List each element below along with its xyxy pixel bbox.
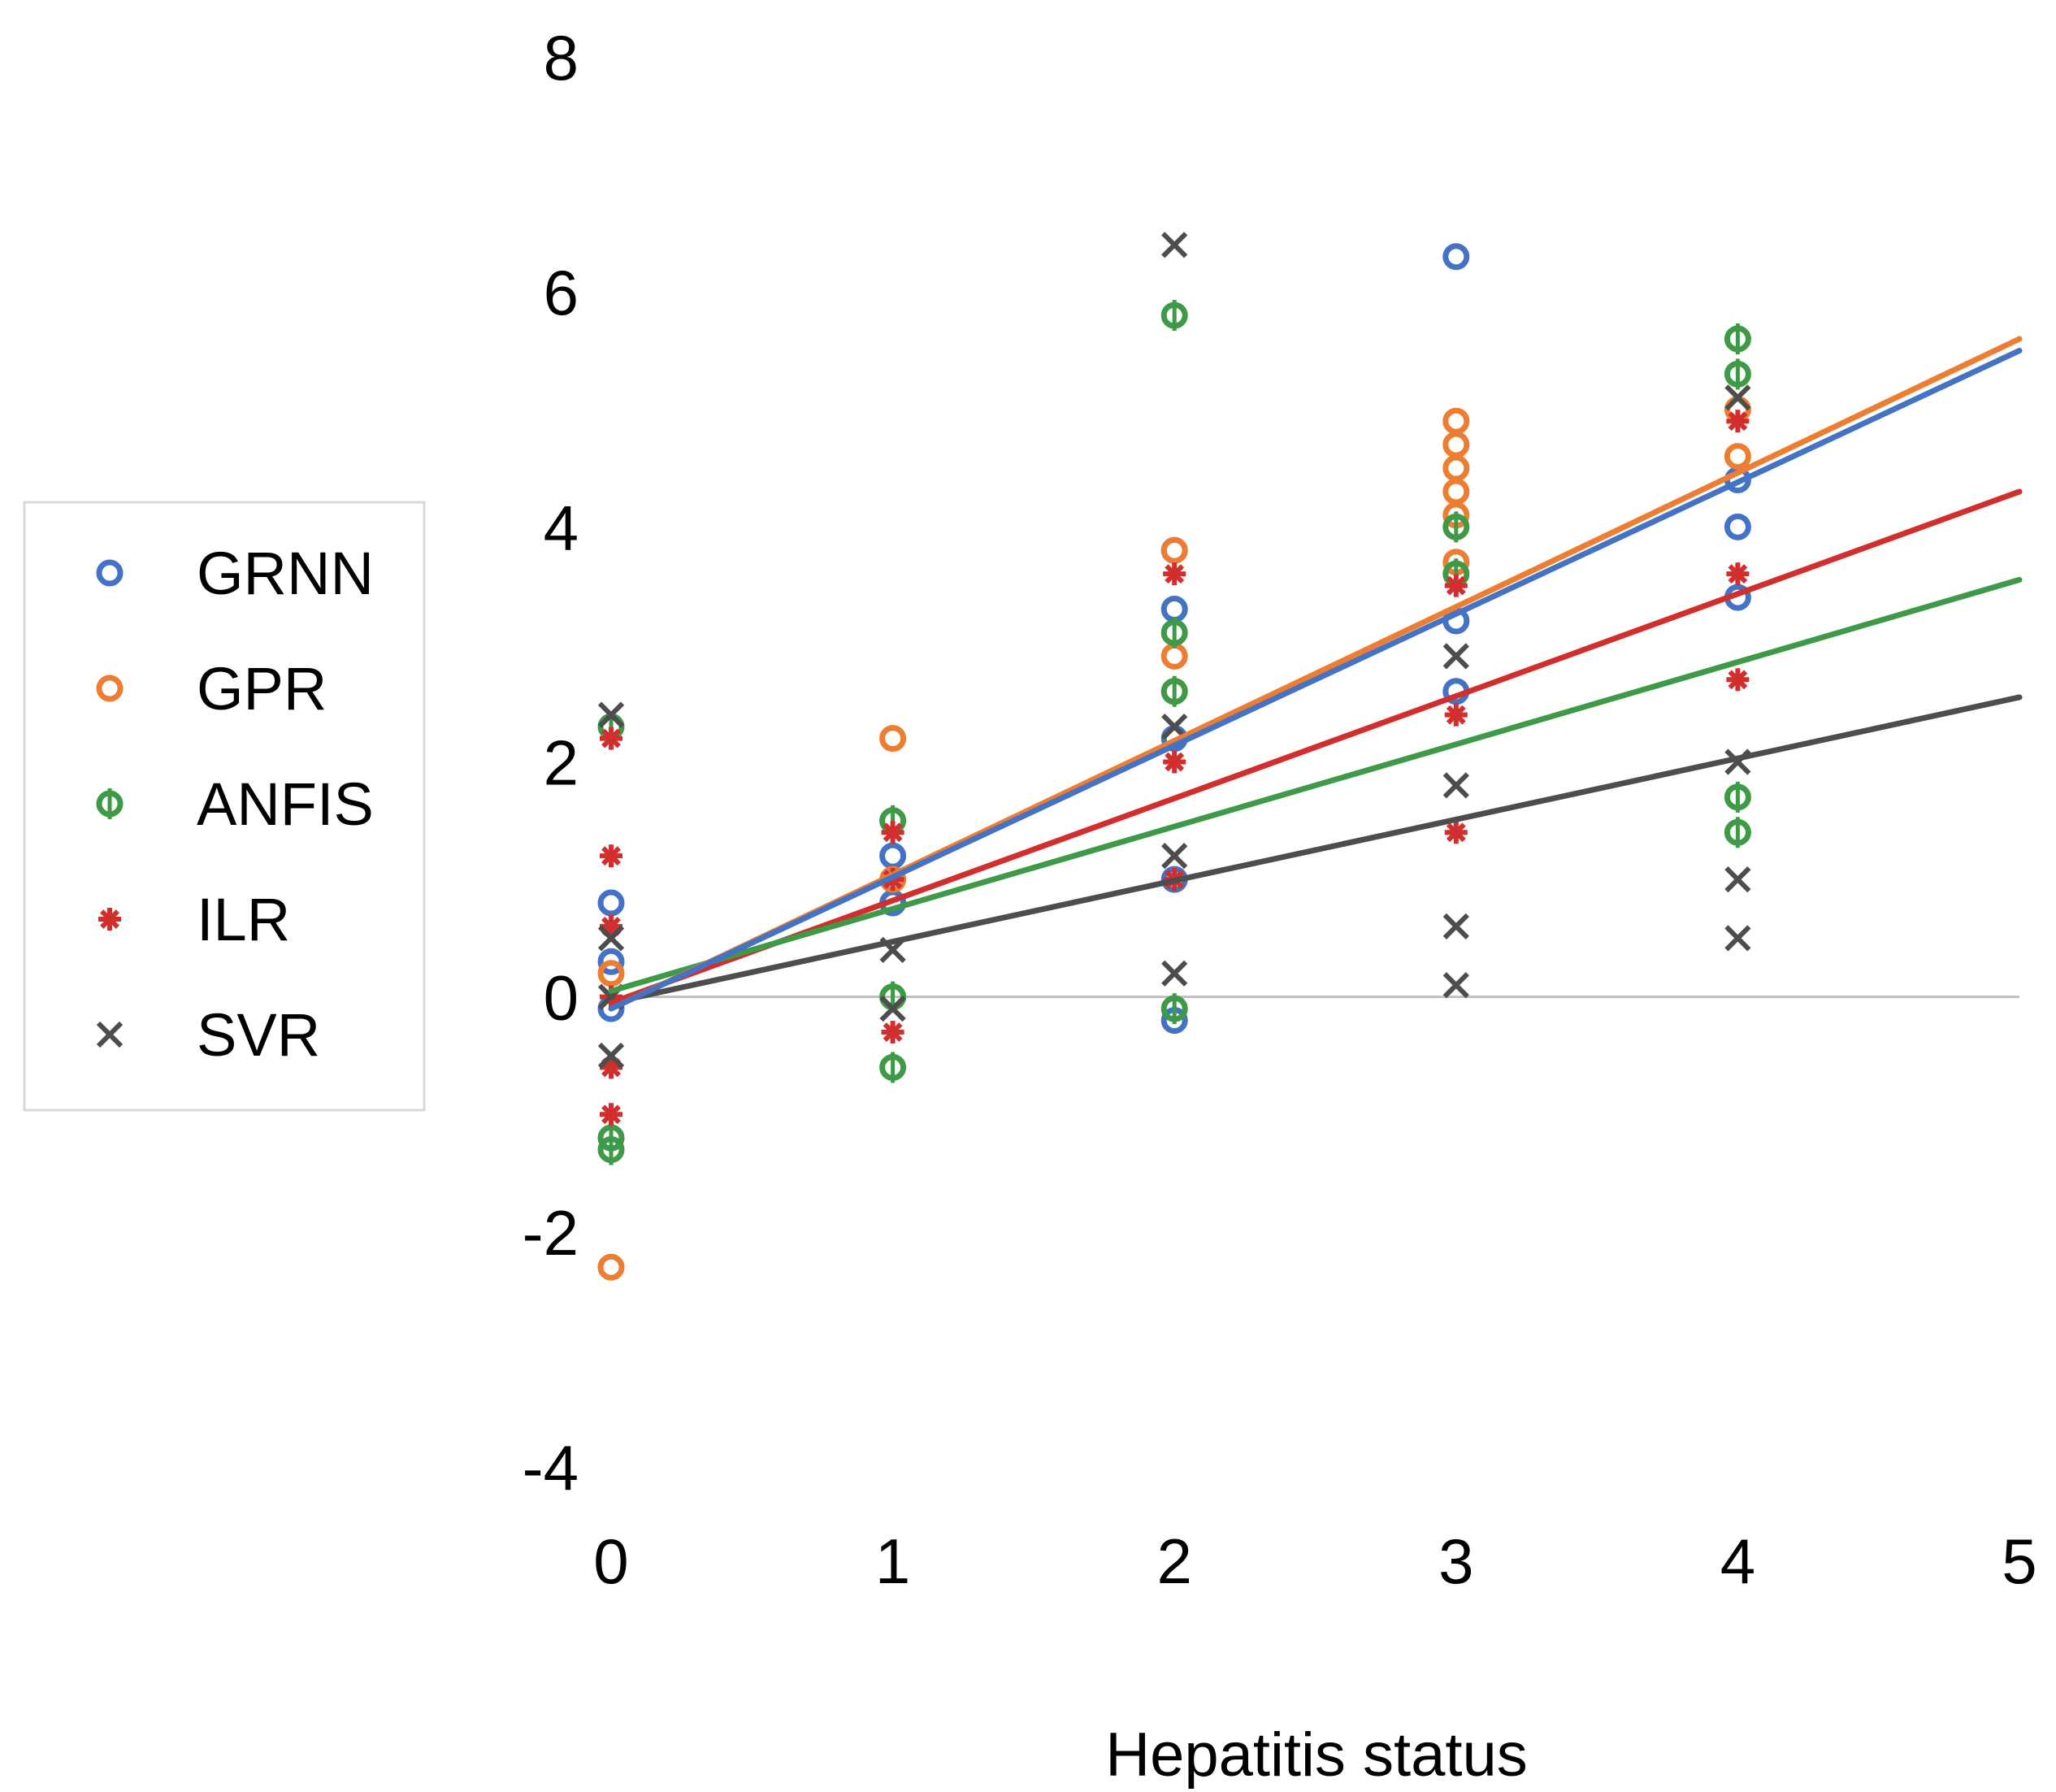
data-point-svr [1161,960,1188,987]
legend-label: SVR [197,1001,320,1069]
data-point-svr [597,925,625,952]
trendline-anfis [608,576,2023,994]
legend-marker-gpr [96,675,124,702]
data-point-grnn [597,889,625,917]
trendline-svr [608,694,2023,1006]
legend: GRNN GPR ANFIS ILR SVR [23,501,426,1112]
legend-marker-anfis [96,788,124,819]
data-point-anfis [1160,993,1188,1025]
data-point-ilr [1163,562,1186,586]
legend-box [23,501,426,1112]
legend-item-svr: SVR [96,1001,320,1069]
data-point-anfis [1160,617,1188,649]
x-axis-title: Hepatitis status [1105,1720,1528,1790]
legend-marker-grnn [96,559,124,587]
data-point-ilr [881,821,904,844]
data-point-svr [1442,772,1469,799]
data-point-svr [597,701,625,728]
x-tick-label: 5 [2002,1525,2036,1597]
data-point-grnn [1160,596,1188,623]
data-point-ilr [600,914,622,938]
y-tick-label: 2 [544,727,579,799]
y-tick-label: 6 [544,257,579,328]
data-point-ilr [600,727,622,750]
x-tick-label: 0 [593,1525,628,1597]
data-point-svr [1724,925,1751,952]
data-point-ilr [1726,562,1750,586]
data-point-svr [1161,232,1188,258]
legend-item-gpr: GPR [96,655,327,722]
legend-label: ILR [197,886,290,953]
y-tick-label: 8 [544,22,579,93]
legend-item-ilr: ILR [98,886,290,953]
data-point-anfis [597,1134,625,1165]
legend-marker-ilr [98,908,121,931]
trendline-layer [608,336,2023,1012]
data-point-ilr [1726,410,1750,433]
data-point-anfis [1724,323,1751,354]
legend-label: GRNN [197,540,374,607]
data-point-svr [1724,384,1751,411]
legend-label: ANFIS [197,770,374,838]
data-point-grnn [1724,513,1751,540]
data-point-anfis [1724,817,1751,848]
data-point-grnn [879,842,907,870]
data-point-anfis [1160,675,1188,707]
data-point-ilr [600,1056,622,1079]
data-point-ilr [1444,574,1468,597]
data-point-gpr [1442,407,1470,435]
x-tick-label: 4 [1720,1525,1755,1597]
data-point-ilr [1726,668,1750,692]
data-points-layer [597,232,1751,1281]
data-point-svr [1161,843,1188,870]
y-tick-label: -4 [523,1432,579,1503]
y-tick-label: 0 [544,962,579,1034]
trendline-ilr [608,488,2023,1006]
data-point-gpr [1160,536,1188,564]
data-point-grnn [597,948,625,975]
legend-label: GPR [197,655,327,722]
data-point-gpr [1442,454,1470,482]
legend-marker-svr [96,1021,124,1048]
data-point-gpr [1442,431,1470,458]
legend-items: GRNN GPR ANFIS ILR SVR [96,540,374,1069]
data-point-ilr [1444,821,1468,844]
data-point-ilr [881,1021,904,1044]
trendline-grnn [608,347,2023,1012]
data-point-gpr [1160,642,1188,670]
data-point-anfis [1160,300,1188,332]
data-point-svr [1724,866,1751,893]
data-point-svr [1442,972,1469,999]
x-tick-label: 3 [1438,1525,1473,1597]
data-point-svr [1442,643,1469,670]
data-point-grnn [1442,243,1470,271]
y-tick-label: -2 [523,1197,579,1269]
data-point-gpr [1442,478,1470,505]
data-point-anfis [879,1052,907,1083]
x-tick-labels: 0 1 2 3 4 5 [593,1525,2036,1597]
data-point-ilr [1444,703,1468,727]
legend-item-grnn: GRNN [96,540,374,607]
y-tick-label: 4 [544,492,579,563]
data-point-anfis [1442,511,1470,543]
data-point-gpr [879,725,907,753]
x-tick-label: 1 [875,1525,910,1597]
data-point-svr [1442,913,1469,940]
data-point-anfis [1724,781,1751,813]
data-point-gpr [597,960,625,987]
legend-item-anfis: ANFIS [96,770,374,838]
y-tick-labels: 8 6 4 2 0 -2 -4 [523,22,579,1503]
data-point-ilr [1163,750,1186,774]
data-point-svr [879,996,906,1022]
x-tick-label: 2 [1157,1525,1192,1597]
data-point-ilr [600,1103,622,1126]
data-point-gpr [1724,443,1751,471]
data-point-ilr [600,844,622,868]
data-point-anfis [1724,358,1751,390]
data-point-svr [597,1042,625,1070]
data-point-gpr [597,1253,625,1281]
